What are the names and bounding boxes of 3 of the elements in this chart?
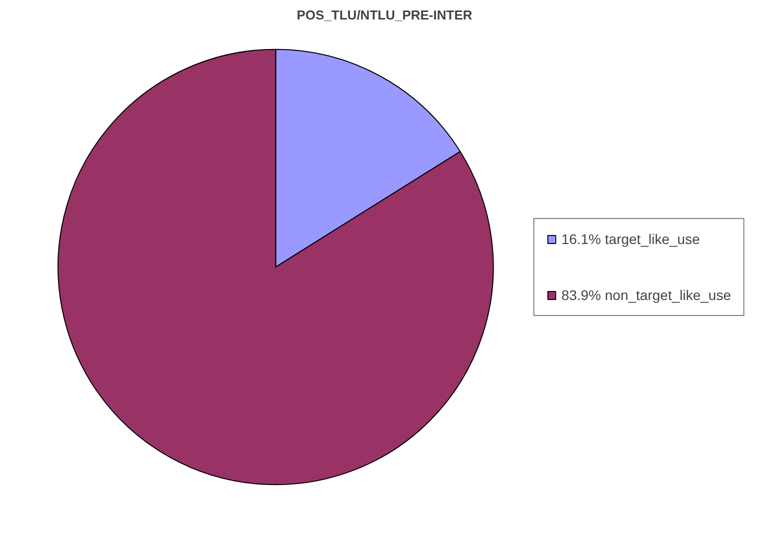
legend-label: 83.9% non_target_like_use [561,286,731,302]
legend-label: 16.1% target_like_use [561,230,700,246]
chart-title: POS_TLU/NTLU_PRE-INTER [296,8,473,22]
